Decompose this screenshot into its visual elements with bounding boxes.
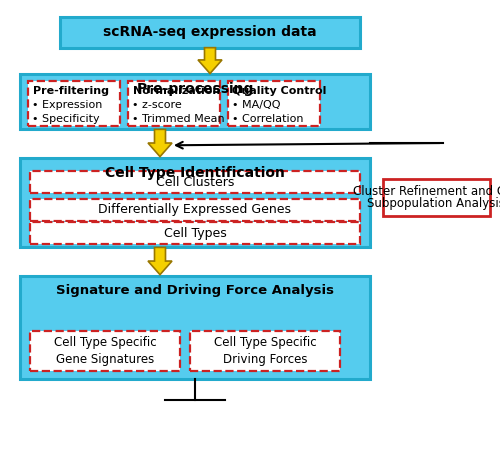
Text: • Expression: • Expression	[32, 100, 103, 110]
Text: Normalization: Normalization	[132, 86, 220, 96]
Text: Cell Type Specific: Cell Type Specific	[54, 336, 156, 349]
Text: Quality Control: Quality Control	[232, 86, 327, 96]
FancyBboxPatch shape	[190, 331, 340, 371]
FancyBboxPatch shape	[20, 158, 370, 247]
FancyBboxPatch shape	[30, 199, 360, 221]
FancyBboxPatch shape	[60, 17, 360, 48]
FancyArrow shape	[148, 247, 172, 275]
Text: Differentially Expressed Genes: Differentially Expressed Genes	[98, 203, 292, 216]
Text: Gene Signatures: Gene Signatures	[56, 353, 154, 365]
FancyBboxPatch shape	[28, 81, 120, 126]
Text: Cell Clusters: Cell Clusters	[156, 176, 234, 188]
Text: Pre-filtering: Pre-filtering	[32, 86, 108, 96]
Text: • Trimmed Mean: • Trimmed Mean	[132, 114, 225, 123]
Text: • Specificity: • Specificity	[32, 114, 100, 123]
Text: Driving Forces: Driving Forces	[223, 353, 307, 365]
FancyArrow shape	[198, 48, 222, 74]
Text: Signature and Driving Force Analysis: Signature and Driving Force Analysis	[56, 284, 334, 297]
Text: • Correlation: • Correlation	[232, 114, 304, 123]
Text: Subpopulation Analysis: Subpopulation Analysis	[368, 197, 500, 210]
FancyBboxPatch shape	[20, 74, 370, 129]
Text: Cell Type Identification: Cell Type Identification	[105, 166, 285, 180]
FancyBboxPatch shape	[30, 331, 180, 371]
Text: Cluster Refinement and Cell: Cluster Refinement and Cell	[353, 185, 500, 197]
FancyBboxPatch shape	[228, 81, 320, 126]
FancyBboxPatch shape	[382, 179, 490, 216]
FancyBboxPatch shape	[20, 276, 370, 379]
Text: Cell Types: Cell Types	[164, 227, 226, 240]
Text: Pre-processing: Pre-processing	[136, 82, 254, 96]
Text: • z-score: • z-score	[132, 100, 182, 110]
FancyBboxPatch shape	[30, 222, 360, 244]
FancyBboxPatch shape	[30, 171, 360, 193]
FancyBboxPatch shape	[128, 81, 220, 126]
Text: Cell Type Specific: Cell Type Specific	[214, 336, 316, 349]
FancyArrow shape	[148, 129, 172, 157]
Text: scRNA-seq expression data: scRNA-seq expression data	[103, 25, 317, 39]
Text: • MA/QQ: • MA/QQ	[232, 100, 281, 110]
